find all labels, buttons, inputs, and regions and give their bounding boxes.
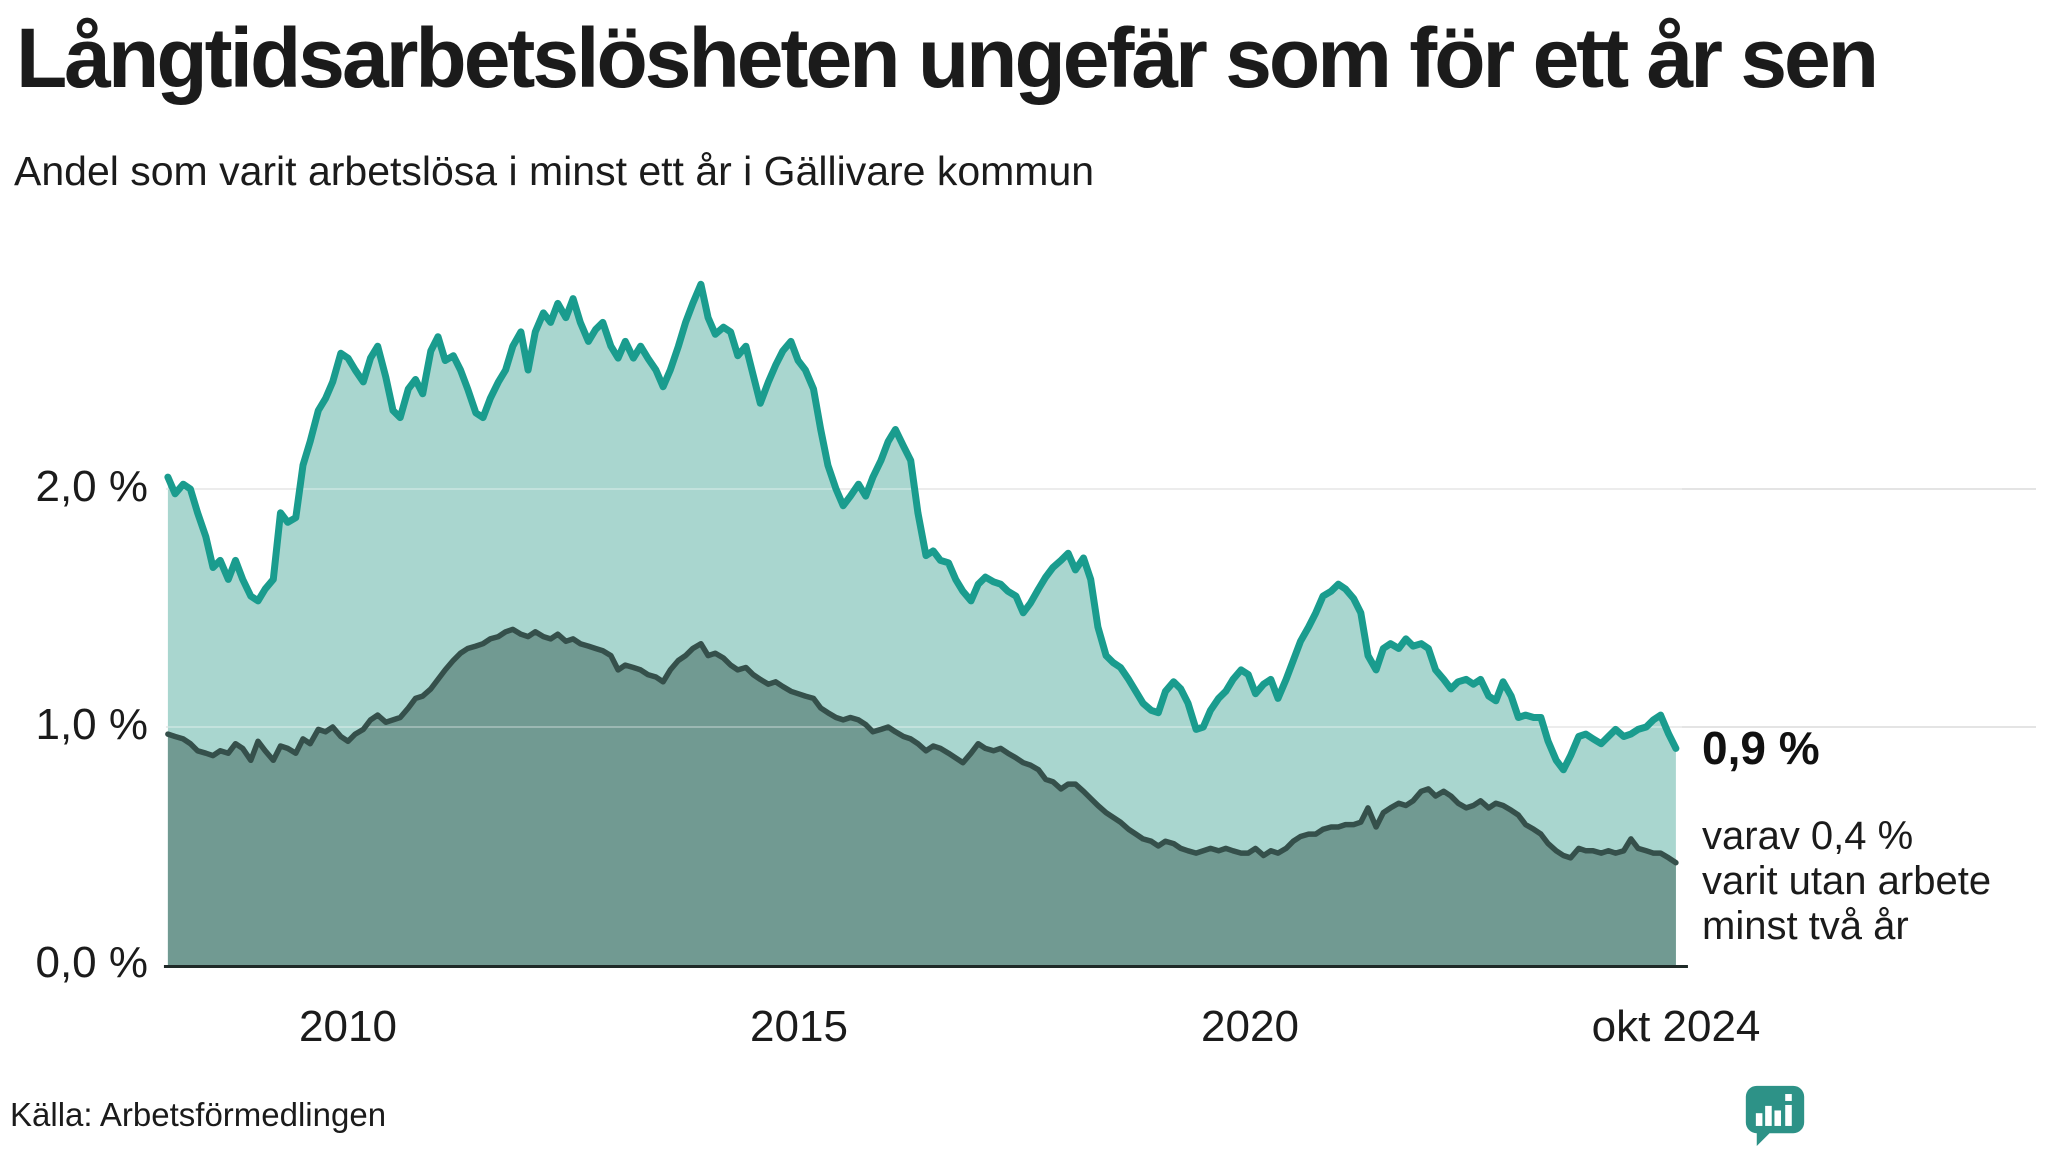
series-line-0 [164, 280, 1680, 774]
chart-subtitle: Andel som varit arbetslösa i minst ett å… [14, 148, 1095, 194]
x-tick-label-2015: 2015 [750, 1002, 848, 1051]
latest-value-label: 0,9 % [1702, 722, 1820, 774]
annotation-note: varav 0,4 % varit utan arbete minst två … [1702, 814, 1991, 949]
y-tick-label-0-0: 0,0 % [35, 938, 148, 987]
annotation-note-line-1: varav 0,4 % [1702, 814, 1914, 858]
bar-chart-speech-bubble-icon [1745, 1085, 1805, 1146]
source-credit: Källa: Arbetsförmedlingen [10, 1096, 387, 1133]
annotation-note-line-3: minst två år [1702, 904, 1909, 948]
x-tick-label-2010: 2010 [299, 1002, 397, 1051]
y-tick-label-2-0: 2,0 % [35, 462, 148, 511]
page-title: Långtidsarbetslösheten ungefär som för e… [16, 11, 1879, 105]
x-tick-label-okt-2024: okt 2024 [1591, 1002, 1761, 1051]
y-tick-label-1-0: 1,0 % [35, 700, 148, 749]
annotation-note-line-2: varit utan arbete [1702, 859, 1992, 903]
series-line-1 [165, 626, 1679, 866]
newsworthy-logo: Newsworthy [1744, 1084, 1806, 1146]
x-tick-label-2020: 2020 [1201, 1002, 1299, 1051]
series-area-1 [167, 629, 1676, 965]
